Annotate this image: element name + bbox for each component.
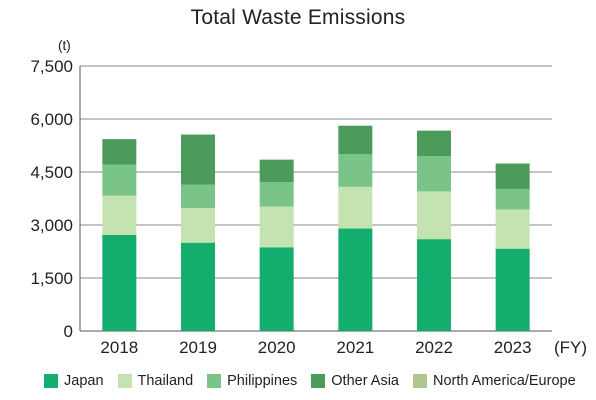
x-tick-label: 2023 xyxy=(494,338,532,357)
legend-label: North America/Europe xyxy=(432,373,576,389)
legend-item: Other Asia xyxy=(311,373,399,389)
bar-segment xyxy=(495,163,530,189)
legend-item: Thailand xyxy=(117,373,194,389)
legend-swatch xyxy=(412,374,427,388)
bar-segment xyxy=(495,188,530,210)
bar-segment xyxy=(181,134,215,185)
bar-segment xyxy=(417,239,451,331)
bar-segment xyxy=(338,125,373,154)
bar-segment xyxy=(338,186,373,229)
legend-swatch xyxy=(44,374,58,388)
legend-item: Philippines xyxy=(207,373,297,389)
legend-item: North America/Europe xyxy=(412,373,576,389)
legend-label: Other Asia xyxy=(331,373,399,389)
y-tick-label: 7,500 xyxy=(30,57,73,76)
bar-segment xyxy=(102,164,137,196)
bar-segment xyxy=(338,153,373,187)
x-tick-label: 2019 xyxy=(179,338,217,357)
y-unit-label: (t) xyxy=(58,38,71,53)
bar-segment xyxy=(102,139,137,165)
legend-swatch xyxy=(311,374,326,388)
bar-segment xyxy=(102,234,137,331)
y-tick-label: 3,000 xyxy=(30,216,73,235)
bar-segment xyxy=(181,208,215,243)
x-tick-label: 2020 xyxy=(258,338,296,357)
chart-legend: Japan Thailand Philippines Other Asia North … xyxy=(44,373,590,389)
bar-segment xyxy=(259,159,294,183)
x-tick-label: 2021 xyxy=(336,338,374,357)
bar-segment xyxy=(495,209,530,249)
bar-segment xyxy=(417,191,451,240)
bar-segment xyxy=(259,182,294,207)
y-tick-label: 1,500 xyxy=(30,269,73,288)
bar-segment xyxy=(181,184,215,209)
bar-segment xyxy=(417,156,451,192)
legend-item: Japan xyxy=(44,373,104,389)
legend-swatch xyxy=(117,374,132,388)
x-tick-label: 2022 xyxy=(415,338,453,357)
y-tick-label: 0 xyxy=(64,322,73,341)
chart-title: Total Waste Emissions xyxy=(190,6,406,29)
bar-segment xyxy=(259,206,294,248)
legend-label: Thailand xyxy=(137,373,194,389)
bar-segment xyxy=(102,195,137,235)
x-unit-label: (FY) xyxy=(554,338,587,357)
bar-segment xyxy=(181,242,215,331)
y-tick-label: 6,000 xyxy=(30,110,73,129)
y-tick-label: 4,500 xyxy=(30,163,73,182)
legend-swatch xyxy=(207,374,222,388)
bar-segment xyxy=(417,130,451,157)
legend-label: Japan xyxy=(64,373,104,389)
bar-segment xyxy=(495,248,530,331)
x-tick-label: 2018 xyxy=(100,338,138,357)
bar-segment xyxy=(259,247,294,331)
legend-label: Philippines xyxy=(227,373,298,389)
bar-segment xyxy=(338,228,373,331)
